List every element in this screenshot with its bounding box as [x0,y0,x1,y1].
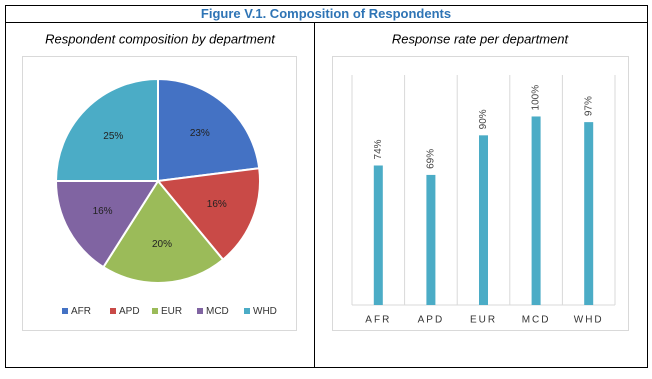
data-label: 16% [207,199,227,210]
bar [584,122,594,305]
x-tick-label: WHD [574,315,604,326]
legend-label: AFR [71,306,91,317]
chart-frame [332,56,629,331]
chart-title: Response rate per department [392,31,570,46]
legend-swatch [244,308,250,314]
data-label: 25% [103,131,123,142]
data-label: 97% [583,96,594,116]
legend-swatch [62,308,68,314]
chart-frame [22,56,297,331]
legend-swatch [197,308,203,314]
legend-label: APD [119,306,140,317]
x-tick-label: MCD [522,315,551,326]
legend-swatch [110,308,116,314]
data-label: 23% [190,128,210,139]
x-tick-label: EUR [470,315,497,326]
bar [373,165,383,305]
legend-label: WHD [253,306,277,317]
legend-label: EUR [161,306,182,317]
data-label: 69% [426,149,437,169]
pie-slice [157,77,261,183]
pie-slice [156,167,261,262]
x-tick-label: AFR [365,315,391,326]
data-label: 16% [93,206,113,217]
x-tick-label: APD [418,315,445,326]
data-label: 100% [531,85,542,111]
legend-label: MCD [206,306,229,317]
pie-slice [54,180,160,269]
chart-title: Respondent composition by department [45,31,276,46]
pie-slice [101,179,225,284]
data-label: 74% [373,139,384,159]
data-label: 90% [478,109,489,129]
data-label: 20% [152,239,172,250]
figure-title: Figure V.1. Composition of Respondents [201,6,451,21]
bar [426,174,436,305]
legend-swatch [152,308,158,314]
bar [531,116,541,306]
pie-slice [54,77,159,182]
bar [479,135,488,305]
